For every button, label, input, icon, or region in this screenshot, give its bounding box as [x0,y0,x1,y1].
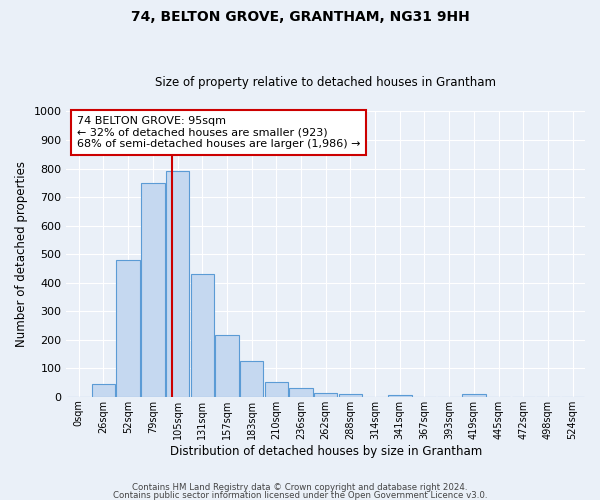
Bar [92,384,115,397]
Bar [215,334,239,397]
Bar [462,394,485,397]
Bar [289,388,313,397]
Bar [388,394,412,397]
Bar [240,360,263,397]
Text: 74, BELTON GROVE, GRANTHAM, NG31 9HH: 74, BELTON GROVE, GRANTHAM, NG31 9HH [131,10,469,24]
Text: Contains public sector information licensed under the Open Government Licence v3: Contains public sector information licen… [113,490,487,500]
Title: Size of property relative to detached houses in Grantham: Size of property relative to detached ho… [155,76,496,90]
Y-axis label: Number of detached properties: Number of detached properties [15,161,28,347]
Bar [265,382,288,397]
Bar [338,394,362,397]
X-axis label: Distribution of detached houses by size in Grantham: Distribution of detached houses by size … [170,444,482,458]
Bar [314,392,337,397]
Bar [141,183,164,397]
Bar [116,260,140,397]
Text: 74 BELTON GROVE: 95sqm
← 32% of detached houses are smaller (923)
68% of semi-de: 74 BELTON GROVE: 95sqm ← 32% of detached… [77,116,360,149]
Text: Contains HM Land Registry data © Crown copyright and database right 2024.: Contains HM Land Registry data © Crown c… [132,484,468,492]
Bar [166,172,189,397]
Bar [191,274,214,397]
